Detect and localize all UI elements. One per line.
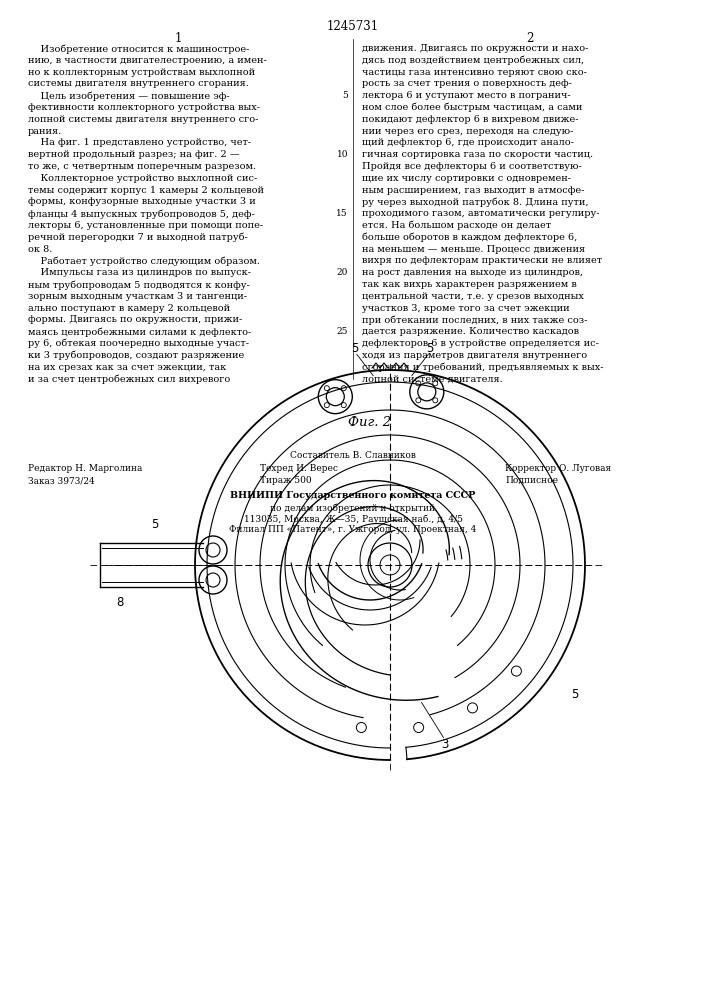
Text: на их срезах как за счет эжекции, так: на их срезах как за счет эжекции, так (28, 363, 226, 372)
Text: 25: 25 (337, 327, 348, 336)
Text: 2: 2 (526, 32, 534, 45)
Text: 5: 5 (342, 91, 348, 100)
Text: системы двигателя внутреннего сгорания.: системы двигателя внутреннего сгорания. (28, 79, 249, 88)
Text: зорным выходным участкам 3 и тангенци-: зорным выходным участкам 3 и тангенци- (28, 292, 247, 301)
Text: на меньшем — меньше. Процесс движения: на меньшем — меньше. Процесс движения (362, 245, 585, 254)
Text: 5: 5 (151, 518, 158, 532)
Text: проходимого газом, автоматически регулиру-: проходимого газом, автоматически регулир… (362, 209, 600, 218)
Text: гичная сортировка газа по скорости частиц.: гичная сортировка газа по скорости части… (362, 150, 593, 159)
Text: то же, с четвертным поперечным разрезом.: то же, с четвертным поперечным разрезом. (28, 162, 256, 171)
Text: Импульсы газа из цилиндров по выпуск-: Импульсы газа из цилиндров по выпуск- (28, 268, 251, 277)
Circle shape (341, 386, 346, 391)
Text: но к коллекторным устройствам выхлопной: но к коллекторным устройствам выхлопной (28, 68, 255, 77)
Text: ходя из параметров двигателя внутреннего: ходя из параметров двигателя внутреннего (362, 351, 587, 360)
Text: Коллекторное устройство выхлопной сис-: Коллекторное устройство выхлопной сис- (28, 174, 257, 183)
Text: частицы газа интенсивно теряют свою ско-: частицы газа интенсивно теряют свою ско- (362, 68, 587, 77)
Text: Тираж 500: Тираж 500 (260, 476, 312, 485)
Text: лектора 6 и уступают место в погранич-: лектора 6 и уступают место в погранич- (362, 91, 571, 100)
Text: лопной системы двигателя внутреннего сго-: лопной системы двигателя внутреннего сго… (28, 115, 258, 124)
Text: больше оборотов в каждом дефлекторе 6,: больше оборотов в каждом дефлекторе 6, (362, 233, 577, 242)
Text: ру 6, обтекая поочередно выходные участ-: ру 6, обтекая поочередно выходные участ- (28, 339, 249, 349)
Text: речной перегородки 7 и выходной патруб-: речной перегородки 7 и выходной патруб- (28, 233, 247, 242)
Text: ВНИИПИ Государственного комитета СССР: ВНИИПИ Государственного комитета СССР (230, 491, 476, 500)
Text: формы. Двигаясь по окружности, прижи-: формы. Двигаясь по окружности, прижи- (28, 315, 243, 324)
Text: Работает устройство следующим образом.: Работает устройство следующим образом. (28, 256, 260, 266)
Text: Филиал ПП «Патент», г. Ужгород, ул. Проектная, 4: Филиал ПП «Патент», г. Ужгород, ул. Прое… (229, 525, 477, 534)
Circle shape (416, 381, 421, 386)
Text: 113035, Москва, Ж—35, Раушская наб., д. 4/5: 113035, Москва, Ж—35, Раушская наб., д. … (243, 514, 462, 524)
Text: дается разряжение. Количество каскадов: дается разряжение. Количество каскадов (362, 327, 579, 336)
Text: 20: 20 (337, 268, 348, 277)
Text: так как вихрь характерен разряжением в: так как вихрь характерен разряжением в (362, 280, 577, 289)
Circle shape (416, 398, 421, 403)
Text: щий дефлектор 6, где происходит анало-: щий дефлектор 6, где происходит анало- (362, 138, 574, 147)
Text: рания.: рания. (28, 127, 62, 136)
Text: движения. Двигаясь по окружности и нахо-: движения. Двигаясь по окружности и нахо- (362, 44, 588, 53)
Text: 5: 5 (351, 342, 358, 355)
Text: на рост давления на выходе из цилиндров,: на рост давления на выходе из цилиндров, (362, 268, 583, 277)
Text: 5: 5 (571, 688, 579, 702)
Text: участков 3, кроме того за счет эжекции: участков 3, кроме того за счет эжекции (362, 304, 570, 313)
Text: рость за счет трения о поверхность деф-: рость за счет трения о поверхность деф- (362, 79, 572, 88)
Text: фективности коллекторного устройства вых-: фективности коллекторного устройства вых… (28, 103, 260, 112)
Text: Фиг. 2: Фиг. 2 (349, 416, 392, 429)
Text: маясь центробежными силами к дефлекто-: маясь центробежными силами к дефлекто- (28, 327, 251, 337)
Circle shape (433, 398, 438, 403)
Text: лопной системе двигателя.: лопной системе двигателя. (362, 374, 503, 383)
Text: формы, конфузорные выходные участки 3 и: формы, конфузорные выходные участки 3 и (28, 197, 256, 206)
Text: нию, в частности двигателестроению, а имен-: нию, в частности двигателестроению, а им… (28, 56, 267, 65)
Text: нии через его срез, переходя на следую-: нии через его срез, переходя на следую- (362, 127, 573, 136)
Text: дясь под воздействием центробежных сил,: дясь под воздействием центробежных сил, (362, 56, 584, 65)
Text: 15: 15 (337, 209, 348, 218)
Text: лекторы 6, установленные при помощи попе-: лекторы 6, установленные при помощи попе… (28, 221, 263, 230)
Text: ок 8.: ок 8. (28, 245, 52, 254)
Circle shape (433, 381, 438, 386)
Text: 5: 5 (426, 342, 433, 355)
Text: ально поступают в камеру 2 кольцевой: ально поступают в камеру 2 кольцевой (28, 304, 230, 313)
Text: вертной продольный разрез; на фиг. 2 —: вертной продольный разрез; на фиг. 2 — (28, 150, 240, 159)
Text: 10: 10 (337, 150, 348, 159)
Text: вихря по дефлекторам практически не влияет: вихря по дефлекторам практически не влия… (362, 256, 602, 265)
Text: Корректор О. Луговая: Корректор О. Луговая (505, 464, 611, 473)
Text: по делам изобретений и открытий: по делам изобретений и открытий (271, 503, 436, 513)
Text: дефлекторов 6 в устройстве определяется ис-: дефлекторов 6 в устройстве определяется … (362, 339, 599, 348)
Text: щие их числу сортировки с одновремен-: щие их числу сортировки с одновремен- (362, 174, 571, 183)
Text: ным трубопроводам 5 подводятся к конфу-: ным трубопроводам 5 подводятся к конфу- (28, 280, 250, 290)
Text: темы содержит корпус 1 камеры 2 кольцевой: темы содержит корпус 1 камеры 2 кольцево… (28, 186, 264, 195)
Text: 1: 1 (175, 32, 182, 45)
Text: ным расширением, газ выходит в атмосфе-: ным расширением, газ выходит в атмосфе- (362, 186, 585, 195)
Text: центральной части, т.е. у срезов выходных: центральной части, т.е. у срезов выходны… (362, 292, 584, 301)
Text: 3: 3 (441, 738, 449, 752)
Text: покидают дефлектор 6 в вихревом движе-: покидают дефлектор 6 в вихревом движе- (362, 115, 578, 124)
Text: 8: 8 (117, 596, 124, 609)
Text: ется. На большом расходе он делает: ется. На большом расходе он делает (362, 221, 551, 231)
Text: и за счет центробежных сил вихревого: и за счет центробежных сил вихревого (28, 374, 230, 384)
Text: ки 3 трубопроводов, создают разряжение: ки 3 трубопроводов, создают разряжение (28, 351, 244, 360)
Circle shape (325, 403, 329, 408)
Text: Цель изобретения — повышение эф-: Цель изобретения — повышение эф- (28, 91, 230, 101)
Text: Редактор Н. Марголина: Редактор Н. Марголина (28, 464, 142, 473)
Circle shape (341, 403, 346, 408)
Text: На фиг. 1 представлено устройство, чет-: На фиг. 1 представлено устройство, чет- (28, 138, 251, 147)
Text: фланцы 4 выпускных трубопроводов 5, деф-: фланцы 4 выпускных трубопроводов 5, деф- (28, 209, 255, 219)
Text: при обтекании последних, в них также соз-: при обтекании последних, в них также соз… (362, 315, 588, 325)
Text: Составитель В. Славников: Составитель В. Славников (290, 451, 416, 460)
Circle shape (325, 386, 329, 391)
Text: ном слое более быстрым частицам, а сами: ном слое более быстрым частицам, а сами (362, 103, 583, 112)
Text: Изобретение относится к машинострое-: Изобретение относится к машинострое- (28, 44, 250, 53)
Text: сгорания и требований, предъявляемых к вых-: сгорания и требований, предъявляемых к в… (362, 363, 604, 372)
Text: Подписное: Подписное (505, 476, 558, 485)
Text: Заказ 3973/24: Заказ 3973/24 (28, 476, 95, 485)
Text: Пройдя все дефлекторы 6 и соответствую-: Пройдя все дефлекторы 6 и соответствую- (362, 162, 582, 171)
Text: 1245731: 1245731 (327, 20, 379, 33)
Text: Техред И. Верес: Техред И. Верес (260, 464, 338, 473)
Text: ру через выходной патрубок 8. Длина пути,: ру через выходной патрубок 8. Длина пути… (362, 197, 588, 207)
